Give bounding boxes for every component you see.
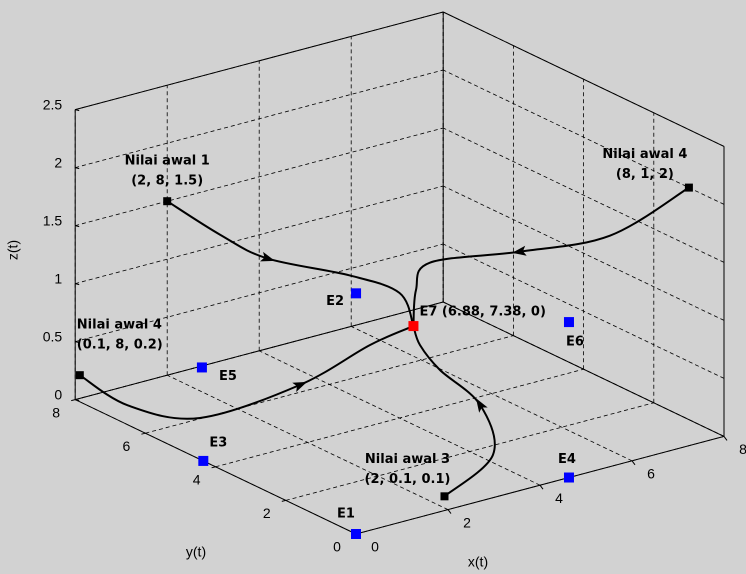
equilibrium-point xyxy=(564,473,574,483)
annotation: (2, 8, 1.5) xyxy=(131,174,203,189)
y-tick-label: 8 xyxy=(52,404,60,420)
z-tick-label: 1.5 xyxy=(43,212,63,228)
annotation: (8, 1, 2) xyxy=(616,167,674,182)
point-label: E7 (6.88, 7.38, 0) xyxy=(419,305,545,320)
annotation: Nilai awal 4 xyxy=(602,147,687,162)
point-label: E3 xyxy=(209,435,227,450)
start-point xyxy=(76,371,84,379)
equilibrium-point xyxy=(197,362,207,372)
z-tick-label: 1 xyxy=(54,270,62,286)
z-axis-label: z(t) xyxy=(5,240,21,260)
annotation: Nilai awal 4 xyxy=(77,318,162,333)
equilibrium-point xyxy=(198,456,208,466)
equilibrium-point xyxy=(564,317,574,327)
y-axis-label: y(t) xyxy=(186,544,206,560)
y-tick-label: 0 xyxy=(333,539,341,555)
x-tick-label: 8 xyxy=(739,441,746,457)
start-point xyxy=(163,197,171,205)
z-tick-label: 0.5 xyxy=(43,328,63,344)
background xyxy=(0,0,746,574)
x-tick-label: 0 xyxy=(371,539,379,555)
point-label: E6 xyxy=(566,335,584,350)
y-tick-label: 2 xyxy=(263,505,271,521)
x-tick-label: 2 xyxy=(463,514,471,530)
annotation: Nilai awal 3 xyxy=(365,452,450,467)
annotation: (2, 0.1, 0.1) xyxy=(365,472,451,487)
annotation: (0.1, 8, 0.2) xyxy=(77,338,163,353)
point-label: E1 xyxy=(337,507,355,522)
z-tick-label: 0 xyxy=(54,386,62,402)
x-tick-label: 4 xyxy=(555,490,563,506)
point-label: E2 xyxy=(326,294,344,309)
chart: x(t) y(t) z(t) 0 2 4 6 8 0 2 4 6 8 0 0.5 1 1.5 2 2.5 Nil… xyxy=(0,0,746,574)
x-axis-label: x(t) xyxy=(468,554,488,570)
point-label: E5 xyxy=(219,369,237,384)
start-point xyxy=(440,492,448,500)
z-tick-label: 2 xyxy=(54,154,62,170)
annotation: Nilai awal 1 xyxy=(125,154,210,169)
z-tick-label: 2.5 xyxy=(43,96,63,112)
x-tick-label: 6 xyxy=(647,466,655,482)
start-point xyxy=(685,184,693,192)
equilibrium-point xyxy=(351,288,361,298)
y-tick-label: 6 xyxy=(123,438,131,454)
equilibrium-point xyxy=(408,321,418,331)
equilibrium-point xyxy=(351,529,361,539)
point-label: E4 xyxy=(558,452,576,467)
y-tick-label: 4 xyxy=(193,472,201,488)
